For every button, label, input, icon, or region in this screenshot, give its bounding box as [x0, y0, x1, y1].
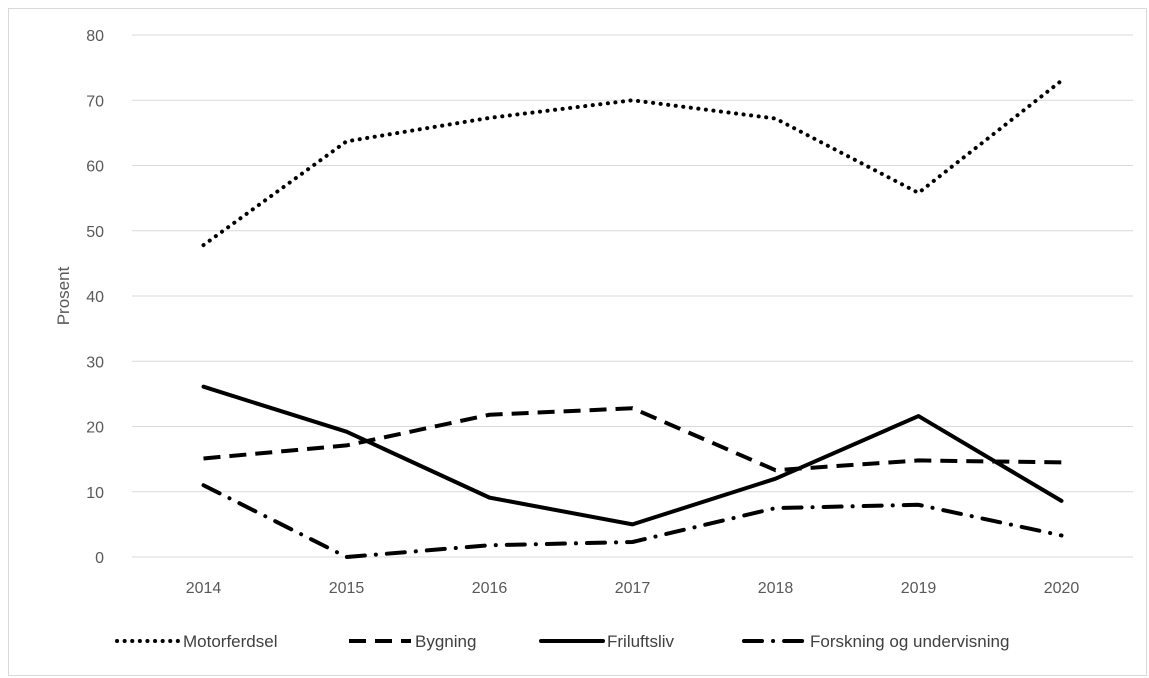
x-axis: 2014 2015 2016 2017 2018 2019 2020	[186, 580, 1080, 597]
legend-label: Motorferdsel	[183, 632, 277, 651]
chart-frame: 0 10 20 30 40 50 60 70 80 2014 2015 2016 2017 2018 20…	[8, 8, 1147, 676]
x-tick-label: 2016	[472, 580, 508, 597]
y-tick-label: 0	[95, 550, 104, 567]
y-tick-label: 20	[86, 420, 104, 437]
series-line-motorferdsel	[201, 78, 1064, 248]
y-tick-label: 80	[86, 28, 104, 45]
legend-label: Bygning	[415, 632, 476, 651]
x-tick-label: 2020	[1044, 580, 1080, 597]
y-tick-label: 60	[86, 159, 104, 176]
x-tick-label: 2018	[758, 580, 794, 597]
y-tick-label: 30	[86, 354, 104, 371]
legend-label: Forskning og undervisning	[810, 632, 1009, 651]
series-line-friluftsliv	[201, 384, 1064, 527]
x-tick-label: 2017	[615, 580, 651, 597]
legend: Motorferdsel Bygning Friluftsliv Forskning …	[115, 632, 1009, 651]
x-tick-label: 2019	[901, 580, 937, 597]
series-line-bygning	[203, 406, 1062, 473]
series-lines	[201, 78, 1064, 559]
y-tick-label: 40	[86, 289, 104, 306]
x-tick-label: 2015	[329, 580, 365, 597]
y-tick-label: 10	[86, 485, 104, 502]
x-tick-label: 2014	[186, 580, 222, 597]
y-axis-title: Prosent	[54, 266, 73, 325]
gridlines	[132, 34, 1133, 558]
y-tick-label: 50	[86, 224, 104, 241]
series-line-forskning-og-undervisning	[201, 483, 1064, 559]
y-tick-label: 70	[86, 93, 104, 110]
legend-label: Friluftsliv	[607, 632, 675, 651]
y-axis: 0 10 20 30 40 50 60 70 80	[86, 28, 104, 567]
